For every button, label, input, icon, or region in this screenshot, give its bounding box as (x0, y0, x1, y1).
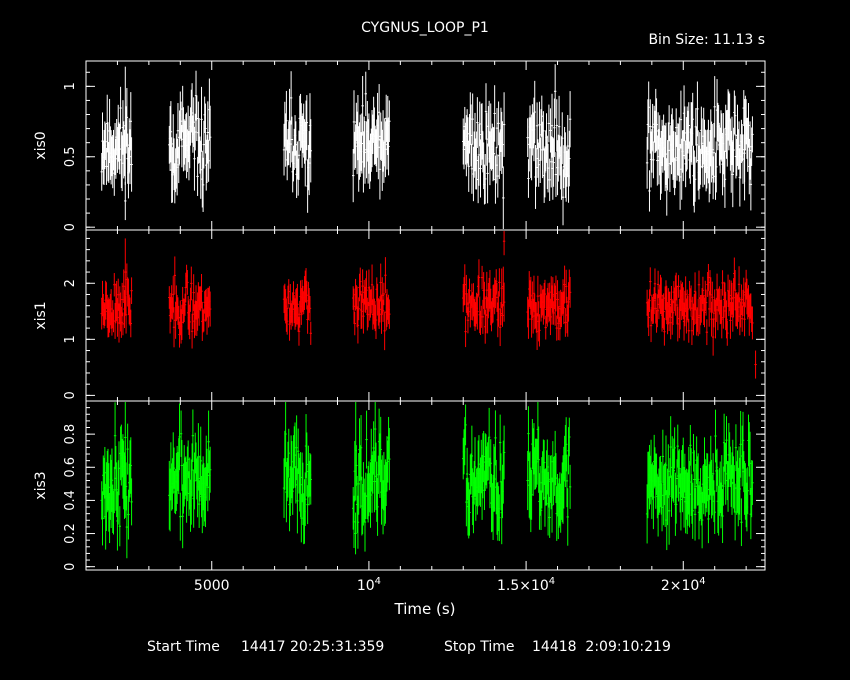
x-tick-label: 2×104 (661, 576, 706, 594)
panel-xis3: 0 0.2 0.4 0.6 0.8 xis3 (33, 400, 766, 571)
y-tick-label: 0.2 (63, 523, 78, 544)
start-time-label: Start Time (147, 639, 220, 655)
y-tick-label: 1 (63, 82, 78, 90)
x-tick-label: 5000 (194, 578, 230, 594)
y-tick-label: 0.4 (63, 490, 78, 511)
series-xis1 (100, 231, 757, 379)
y-tick-label: 0 (63, 563, 78, 571)
x-axis: 5000 104 1.5×104 2×104 (194, 576, 706, 594)
y-tick-label: 0 (63, 223, 78, 231)
footer: Start Time 14417 20:25:31:359 Stop Time … (147, 639, 671, 655)
y-tick-label: 0.6 (63, 457, 78, 478)
chart-title: CYGNUS_LOOP_P1 (361, 20, 489, 36)
x-axis-label: Time (s) (394, 600, 456, 618)
y-tick-label: 2 (63, 279, 78, 287)
start-time-value: 14417 20:25:31:359 (241, 639, 384, 655)
bin-size-label: Bin Size: 11.13 s (648, 32, 765, 48)
y-tick-label: 0 (63, 391, 78, 399)
x-tick-label: 104 (357, 576, 381, 594)
y-tick-label: 0.5 (63, 146, 78, 167)
series-xis3 (100, 402, 754, 559)
y-axis-label: xis1 (33, 301, 49, 329)
y-tick-label: 0.8 (63, 424, 78, 445)
stop-time-label: Stop Time (444, 639, 515, 655)
stop-time-value: 14418 2:09:10:219 (532, 639, 671, 655)
y-axis-label: xis3 (33, 471, 49, 499)
y-axis-label: xis0 (33, 131, 49, 159)
series-xis0 (100, 64, 754, 229)
y-tick-label: 1 (63, 335, 78, 343)
panel-frame (85, 400, 766, 571)
panels: 0 0.5 1 xis0 0 1 2 xis1 0 0.2 0.4 0.6 0.8 xis3 (33, 60, 766, 571)
panel-xis0: 0 0.5 1 xis0 (33, 60, 766, 231)
x-tick-label: 1.5×104 (497, 576, 555, 594)
panel-xis1: 0 1 2 xis1 (33, 229, 766, 402)
